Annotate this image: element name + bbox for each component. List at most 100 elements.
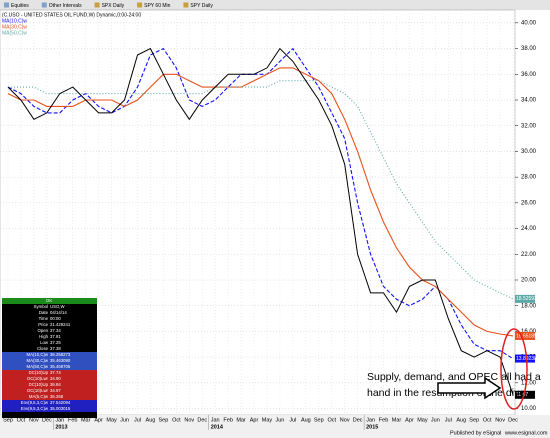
y-tick-label: 38.00	[521, 46, 537, 52]
x-tick-label: Jul	[445, 417, 452, 423]
x-tick-label: Oct	[327, 417, 336, 423]
data-window-key: MA(10,C)w	[27, 352, 49, 357]
data-window-header	[2, 298, 97, 304]
data-window-key: MA(50,C)w	[27, 364, 49, 369]
y-tick-label: 30.00	[521, 149, 537, 155]
series-line	[7, 67, 514, 337]
x-tick-label: Apr	[94, 417, 103, 423]
data-window-key: High	[39, 334, 48, 339]
arrow	[437, 376, 502, 400]
toolbar-icon	[4, 2, 9, 8]
data-window-value: 36.268	[50, 394, 64, 399]
x-tick-label: Jan	[366, 417, 375, 423]
x-tick-label: Nov	[184, 417, 194, 423]
data-window-row	[2, 406, 97, 412]
data-window-key: Time	[39, 316, 49, 321]
data-window-row	[2, 364, 97, 370]
data-window-key: DC(10)Up	[29, 370, 49, 375]
data-window-key: Env(9,5,3,C)w	[21, 406, 49, 411]
data-window-row	[2, 304, 97, 310]
y-tick-label: 40.00	[521, 20, 537, 26]
x-tick-label: Dec	[353, 417, 363, 423]
data-window-key: Open	[37, 328, 48, 333]
data-window-value: 35.463090	[50, 358, 71, 363]
data-window-value: 35.003015	[50, 406, 71, 411]
data-window-key: DC(10)Lwr	[27, 376, 48, 381]
x-tick-label: Dec	[197, 417, 207, 423]
y-tick-label: 20.00	[521, 278, 537, 284]
toolbar-icon	[137, 2, 143, 8]
data-window-value: 04/14/14	[50, 310, 67, 315]
toolbar-button: Equities	[11, 3, 29, 9]
y-tick-label: 26.00	[521, 200, 537, 206]
data-window-value: 37.542094	[50, 400, 71, 405]
data-window-value: USO,W	[50, 304, 66, 309]
x-tick-label: Oct	[483, 417, 492, 423]
x-tick-label: Mar	[392, 417, 402, 423]
x-tick-label: May	[262, 417, 273, 423]
last-value-box	[515, 331, 535, 340]
last-value-label: 15.651854	[516, 333, 540, 339]
y-tick-label: 28.00	[521, 175, 537, 181]
data-window-row	[2, 328, 97, 334]
data-window-value: 37.38	[50, 346, 61, 351]
data-window-value: 35.468705	[50, 364, 71, 369]
last-value-box	[515, 354, 535, 363]
year-label: 2013	[55, 424, 67, 430]
x-tick-label: Dec	[42, 417, 52, 423]
data-window-key: Low	[40, 340, 49, 345]
y-tick-label: 22.00	[521, 252, 537, 258]
x-tick-label: Jul	[134, 417, 141, 423]
x-tick-label: Mar	[236, 417, 246, 423]
x-tick-label: Feb	[223, 417, 232, 423]
data-window-value: 37.25	[50, 340, 61, 345]
x-tick-label: Feb	[68, 417, 77, 423]
chart-title: (C,USO - UNITED STATES OIL FUND,W) Dynam…	[2, 12, 141, 18]
x-tick-label: Nov	[340, 417, 350, 423]
x-tick-label: Jun	[431, 417, 440, 423]
last-value-label: 13.892384	[516, 356, 540, 362]
data-window-row	[2, 394, 97, 400]
y-tick-label: 24.00	[521, 226, 537, 232]
last-value-box	[515, 390, 535, 399]
series-line	[7, 47, 514, 360]
data-window-key: Env(9,5,3,C)w	[21, 400, 49, 405]
y-tick-label: 12.00	[521, 380, 537, 386]
data-window-key: Price	[38, 322, 48, 327]
data-window-row	[2, 388, 97, 394]
x-tick-label: Jun	[276, 417, 285, 423]
data-window-key: Symbol	[34, 304, 48, 309]
toolbar-icon	[94, 2, 100, 8]
data-window-row	[2, 382, 97, 388]
series-line	[7, 47, 514, 395]
x-tick-label: Apr	[405, 417, 414, 423]
x-tick-label: Sep	[159, 417, 169, 423]
x-tick-label: May	[106, 417, 117, 423]
x-tick-label: Aug	[456, 417, 466, 423]
x-tick-label: Jan	[55, 417, 64, 423]
x-tick-label: Jul	[289, 417, 296, 423]
data-window-value: 34.90	[50, 376, 61, 381]
toolbar	[0, 0, 550, 10]
data-window-title: OK	[46, 298, 53, 303]
y-tick-label: 36.00	[521, 72, 537, 78]
y-tick-label: 18.00	[521, 303, 537, 309]
x-tick-label: Sep	[314, 417, 324, 423]
x-tick-label: Dec	[508, 417, 518, 423]
footer-publisher: Published by eSignal	[450, 430, 501, 436]
legend-entry: MA(30,C)w	[2, 24, 27, 30]
x-axis-band	[0, 415, 550, 438]
data-window-value: 36.84	[50, 382, 61, 387]
data-window-value: 37.81	[50, 334, 61, 339]
last-value-box	[515, 294, 535, 303]
data-window-row	[2, 334, 97, 340]
data-window-value: 36.258273	[50, 352, 71, 357]
data-window-row	[2, 346, 97, 352]
toolbar-button: Other Intervals	[49, 3, 82, 9]
x-tick-label: Feb	[379, 417, 388, 423]
data-window-value: 00:00	[50, 316, 61, 321]
x-tick-label: Sep	[469, 417, 479, 423]
data-window-row	[2, 376, 97, 382]
year-label: 2014	[211, 424, 224, 430]
data-window-row	[2, 310, 97, 316]
